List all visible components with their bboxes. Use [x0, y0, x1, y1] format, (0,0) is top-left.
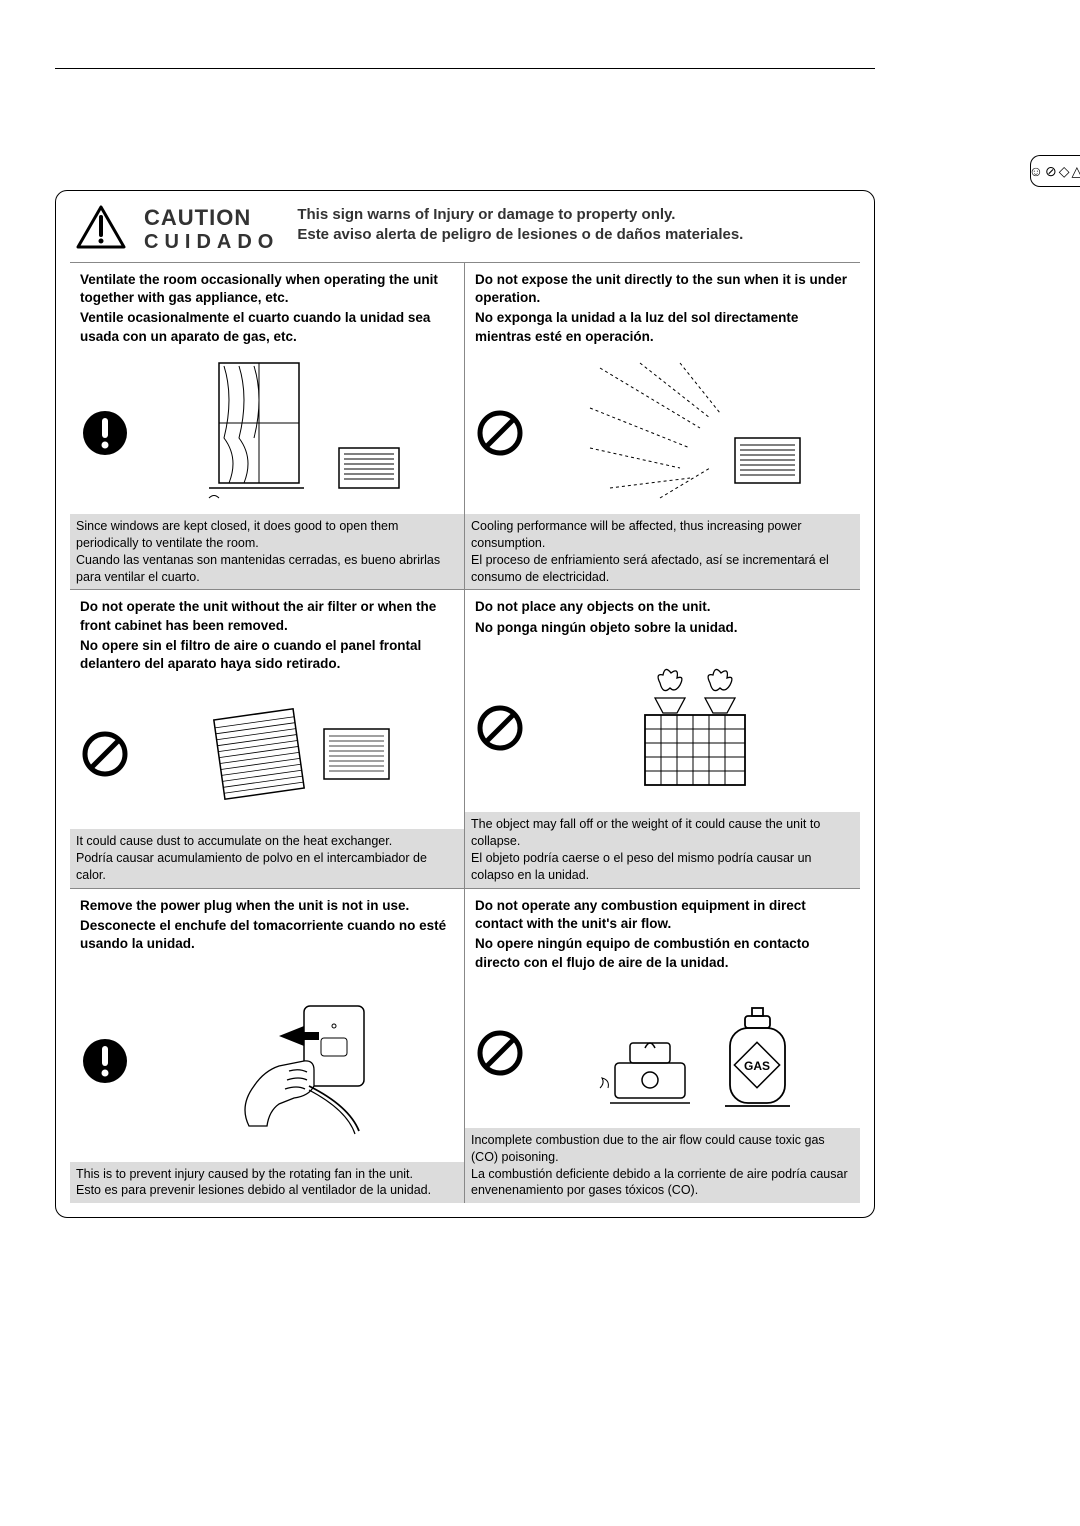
cell-title-en: Do not expose the unit directly to the s… — [475, 271, 850, 307]
caution-cell: Do not expose the unit directly to the s… — [465, 263, 860, 590]
caption-en: Cooling performance will be affected, th… — [471, 518, 854, 552]
cell-title-es: No ponga ningún objeto sobre la unidad. — [475, 619, 850, 637]
prohibit-icon — [475, 703, 525, 753]
cell-caption: This is to prevent injury caused by the … — [70, 1162, 464, 1204]
caution-cell: Do not operate any combustion equipment … — [465, 889, 860, 1203]
cell-caption: Since windows are kept closed, it does g… — [70, 514, 464, 590]
warning-triangle-icon — [76, 205, 126, 249]
filter-ac-illustration — [199, 694, 399, 814]
caption-en: This is to prevent injury caused by the … — [76, 1166, 458, 1183]
cell-title-en: Ventilate the room occasionally when ope… — [80, 271, 454, 307]
tab-icon-smile: ☺ — [1029, 163, 1043, 179]
cell-title-en: Remove the power plug when the unit is n… — [80, 897, 454, 915]
caption-es: El proceso de enfriamiento será afectado… — [471, 552, 854, 586]
plug-hand-illustration — [209, 986, 389, 1136]
caution-description: This sign warns of Injury or damage to p… — [297, 205, 854, 246]
cell-title-en: Do not place any objects on the unit. — [475, 598, 850, 616]
caution-label-es: CUIDADO — [144, 231, 279, 254]
caption-es: Podría causar acumulamiento de polvo en … — [76, 850, 458, 884]
prohibit-icon — [475, 408, 525, 458]
exclaim-icon — [80, 1036, 130, 1086]
tab-icon-prohibit: ⊘ — [1045, 163, 1057, 180]
stove-gas-illustration: GAS — [580, 988, 810, 1118]
top-rule — [55, 68, 875, 69]
caption-en: Incomplete combustion due to the air flo… — [471, 1132, 854, 1166]
prohibit-icon — [475, 1028, 525, 1078]
caution-cell: Ventilate the room occasionally when ope… — [70, 263, 465, 590]
cell-title-en: Do not operate any combustion equipment … — [475, 897, 850, 933]
cell-caption: The object may fall off or the weight of… — [465, 812, 860, 888]
plants-ac-illustration — [605, 653, 785, 803]
cell-title-en: Do not operate the unit without the air … — [80, 598, 454, 634]
caution-label-en: CAUTION — [144, 205, 279, 231]
svg-text:GAS: GAS — [743, 1059, 769, 1073]
caption-en: It could cause dust to accumulate on the… — [76, 833, 458, 850]
caution-header: CAUTION CUIDADO This sign warns of Injur… — [70, 201, 860, 262]
tab-icon-triangle: △ — [1072, 163, 1080, 180]
cell-caption: Cooling performance will be affected, th… — [465, 514, 860, 590]
caution-desc-es: Este aviso alerta de peligro de lesiones… — [297, 225, 854, 245]
cell-title-es: Desconecte el enchufe del tomacorriente … — [80, 917, 454, 953]
caption-es: La combustión deficiente debido a la cor… — [471, 1166, 854, 1200]
cell-title-es: No exponga la unidad a la luz del sol di… — [475, 309, 850, 345]
cell-title-es: No opere sin el filtro de aire o cuando … — [80, 637, 454, 673]
tab-icon-diamond: ◇ — [1059, 163, 1070, 180]
caution-label-block: CAUTION CUIDADO — [144, 205, 279, 254]
caution-cell: Do not operate the unit without the air … — [70, 590, 465, 889]
cell-title-es: Ventile ocasionalmente el cuarto cuando … — [80, 309, 454, 345]
caution-desc-en: This sign warns of Injury or damage to p… — [297, 205, 854, 225]
caution-cell: Do not place any objects on the unit. No… — [465, 590, 860, 889]
sun-ac-illustration — [580, 358, 810, 508]
exclaim-icon — [80, 408, 130, 458]
caution-grid: Ventilate the room occasionally when ope… — [70, 262, 860, 1203]
side-tab-badge: ☺ ⊘ ◇ △ — [1030, 155, 1080, 187]
caution-panel: CAUTION CUIDADO This sign warns of Injur… — [55, 190, 875, 1218]
prohibit-icon — [80, 729, 130, 779]
cell-caption: It could cause dust to accumulate on the… — [70, 829, 464, 888]
cell-title-es: No opere ningún equipo de combustión en … — [475, 935, 850, 971]
caption-es: El objeto podría caerse o el peso del mi… — [471, 850, 854, 884]
caption-en: Since windows are kept closed, it does g… — [76, 518, 458, 552]
cell-caption: Incomplete combustion due to the air flo… — [465, 1128, 860, 1204]
caption-es: Cuando las ventanas son mantenidas cerra… — [76, 552, 458, 586]
window-ac-illustration — [189, 358, 409, 508]
caution-cell: Remove the power plug when the unit is n… — [70, 889, 465, 1203]
caption-en: The object may fall off or the weight of… — [471, 816, 854, 850]
caption-es: Esto es para prevenir lesiones debido al… — [76, 1182, 458, 1199]
